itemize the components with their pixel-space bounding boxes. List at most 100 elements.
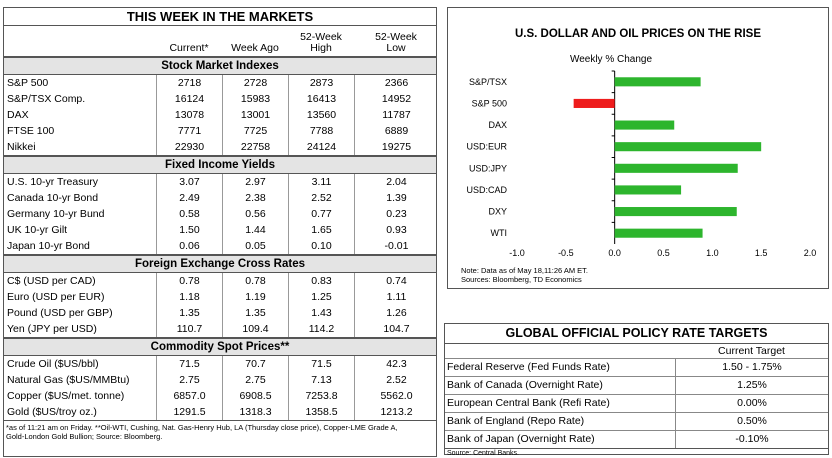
row-value: 2.75 [222,372,288,388]
chart-title: U.S. DOLLAR AND OIL PRICES ON THE RISE [515,28,761,40]
table-row: FTSE 100 7771 7725 7788 6889 [4,123,436,139]
row-value: 2366 [354,75,438,91]
row-value: 2.49 [156,190,222,206]
row-label: DAX [7,109,29,121]
row-value: 0.74 [354,273,438,289]
col-week-ago: Week Ago [231,42,279,54]
row-value: 6908.5 [222,388,288,404]
markets-column-header: Current* Week Ago 52-Week High 52-Week Low [4,26,436,57]
table-row: Gold ($US/troy oz.) 1291.5 1318.3 1358.5 121… [4,404,436,420]
row-value: 24124 [288,139,354,155]
row-value: 0.77 [288,206,354,222]
category-label: S&P/TSX [469,77,507,87]
row-value: 0.06 [156,238,222,254]
row-value: 2.52 [354,372,438,388]
row-value: 1.35 [156,305,222,321]
policy-row: European Central Bank (Refi Rate) 0.00% [445,394,828,412]
policy-row: Bank of England (Repo Rate) 0.50% [445,412,828,430]
row-value: 1.35 [222,305,288,321]
policy-row: Bank of Japan (Overnight Rate) -0.10% [445,430,828,448]
row-value: 11787 [354,107,438,123]
category-label: DAX [488,120,507,130]
bar-s-p-500 [573,98,615,108]
category-label: USD:CAD [466,185,507,195]
bar-usd-jpy [614,163,738,173]
x-tick-label: -1.0 [509,248,525,258]
col-52wk-low: 52-Week Low [375,31,417,54]
row-value: 0.10 [288,238,354,254]
x-tick-label: 0.0 [608,248,621,258]
row-value: 71.5 [288,356,354,372]
row-value: 0.23 [354,206,438,222]
row-value: 7788 [288,123,354,139]
row-value: 3.07 [156,174,222,190]
row-value: 1.11 [354,289,438,305]
col-52wk-high: 52-Week High [300,31,342,54]
section-header: Stock Market Indexes [4,57,436,75]
x-tick-label: 2.0 [804,248,817,258]
row-value: 2.97 [222,174,288,190]
row-value: 19275 [354,139,438,155]
row-label: UK 10-yr Gilt [7,224,68,236]
row-value: 0.93 [354,222,438,238]
x-tick-label: 1.5 [755,248,768,258]
rate-target: 1.25% [675,377,828,394]
x-tick-label: -0.5 [558,248,574,258]
row-value: 22758 [222,139,288,155]
rate-target: 0.50% [675,413,828,430]
row-value: 2728 [222,75,288,91]
row-value: 16413 [288,91,354,107]
row-value: 1.43 [288,305,354,321]
section-header: Commodity Spot Prices** [4,338,436,356]
row-label: S&P 500 [7,77,49,89]
markets-table: THIS WEEK IN THE MARKETS Current* Week A… [3,7,437,457]
row-label: Canada 10-yr Bond [7,192,99,204]
policy-rate-table: GLOBAL OFFICIAL POLICY RATE TARGETS Curr… [444,323,829,457]
row-label: Gold ($US/troy oz.) [7,406,97,418]
row-value: 104.7 [354,321,438,337]
table-row: Natural Gas ($US/MMBtu) 2.75 2.75 7.13 2.52 [4,372,436,388]
row-value: 3.11 [288,174,354,190]
table-row: Copper ($US/met. tonne) 6857.0 6908.5 7253.… [4,388,436,404]
row-value: 5562.0 [354,388,438,404]
col-current: Current* [169,42,209,54]
chart-note: Note: Data as of May 18,11:26 AM ET. Sou… [461,266,589,284]
row-label: Copper ($US/met. tonne) [7,390,125,402]
row-value: 1.39 [354,190,438,206]
rate-target: 0.00% [675,395,828,412]
row-label: Euro (USD per EUR) [7,291,105,303]
row-label: S&P/TSX Comp. [7,93,86,105]
row-value: 15983 [222,91,288,107]
row-value: 13560 [288,107,354,123]
row-value: 7725 [222,123,288,139]
bank-name: European Central Bank (Refi Rate) [447,397,610,409]
row-value: 2.04 [354,174,438,190]
category-label: USD:EUR [466,142,507,152]
row-value: 1.65 [288,222,354,238]
bar-usd-eur [614,142,762,152]
row-value: 1.26 [354,305,438,321]
row-value: 7771 [156,123,222,139]
row-value: 1.18 [156,289,222,305]
row-value: 2718 [156,75,222,91]
row-value: 1.19 [222,289,288,305]
table-row: S&P 500 2718 2728 2873 2366 [4,75,436,91]
x-tick-label: 0.5 [657,248,670,258]
row-value: 2.52 [288,190,354,206]
row-value: -0.01 [354,238,438,254]
bar-usd-cad [614,185,682,195]
table-row: C$ (USD per CAD) 0.78 0.78 0.83 0.74 [4,273,436,289]
markets-title: THIS WEEK IN THE MARKETS [4,8,436,26]
row-value: 0.58 [156,206,222,222]
category-label: WTI [491,228,508,238]
table-row: Canada 10-yr Bond 2.49 2.38 2.52 1.39 [4,190,436,206]
row-value: 1.25 [288,289,354,305]
table-row: S&P/TSX Comp. 16124 15983 16413 14952 [4,91,436,107]
bar-dxy [614,207,737,217]
row-value: 1.44 [222,222,288,238]
bank-name: Bank of England (Repo Rate) [447,415,585,427]
row-value: 42.3 [354,356,438,372]
table-row: Yen (JPY per USD) 110.7 109.4 114.2 104.7 [4,321,436,337]
row-label: U.S. 10-yr Treasury [7,176,99,188]
markets-body: Stock Market Indexes S&P 500 2718 2728 2873 2… [4,57,436,421]
